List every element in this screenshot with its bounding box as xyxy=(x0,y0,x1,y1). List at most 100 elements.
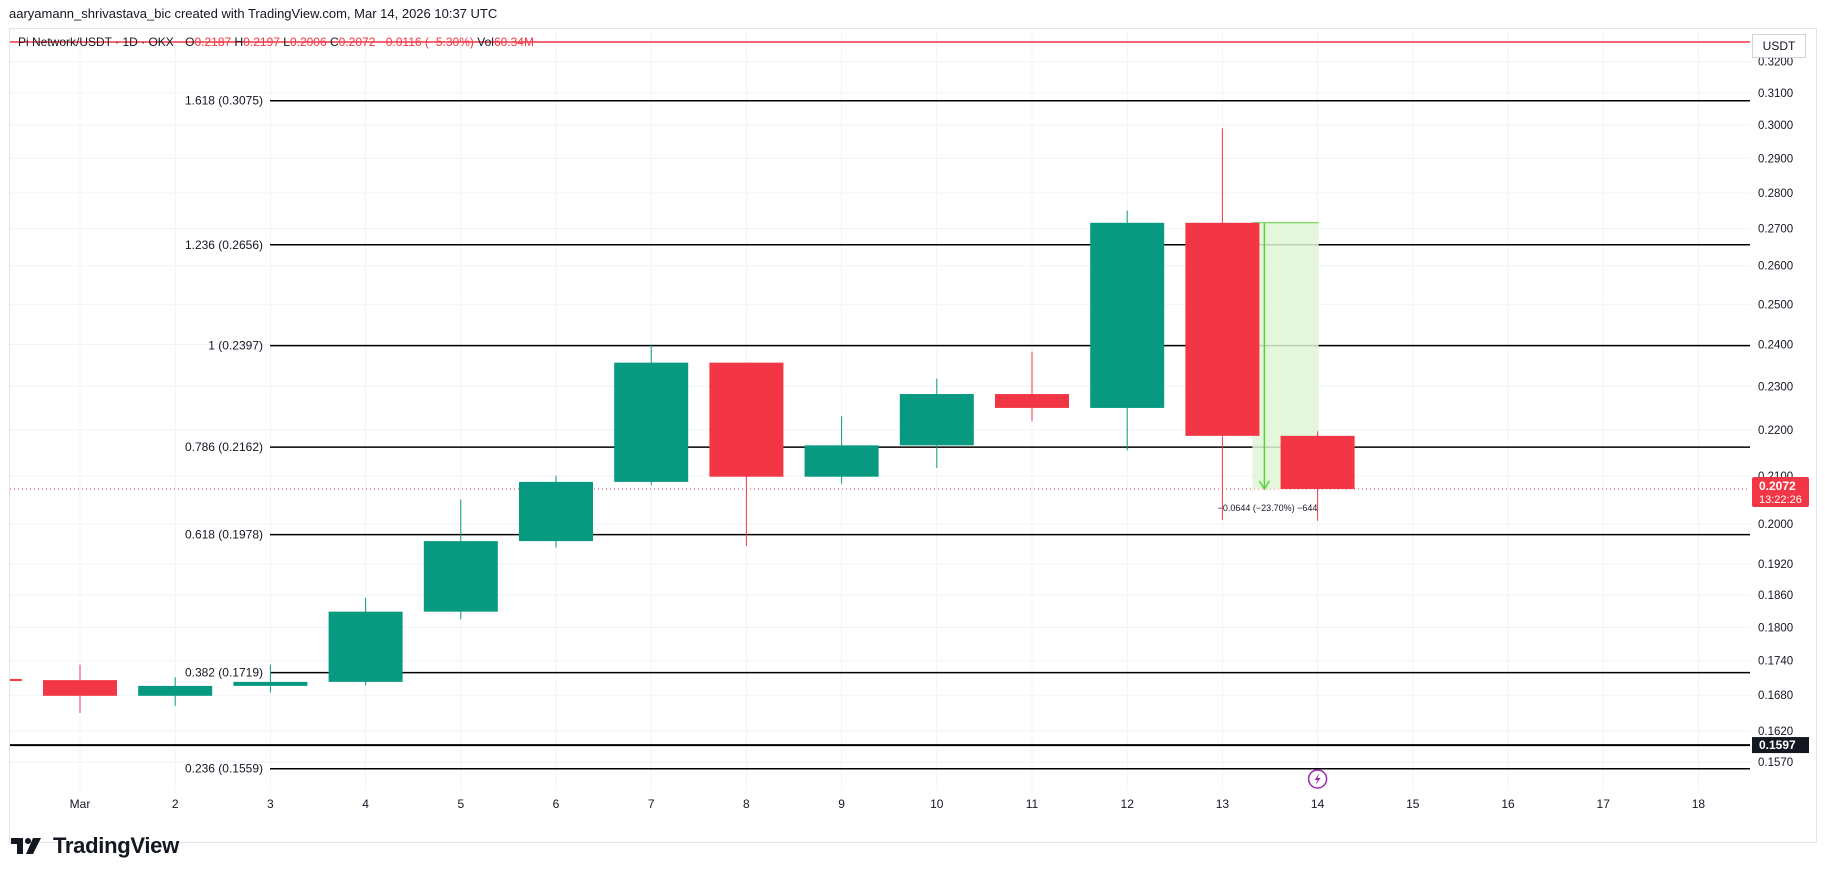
candle-body xyxy=(709,362,784,477)
candle-body xyxy=(423,541,498,612)
candle-body xyxy=(995,394,1069,408)
price-axis-tick: 0.1920 xyxy=(1758,559,1793,571)
marked-level-badge xyxy=(1752,737,1809,754)
measure-label: −0.0644 (−23.70%) −644 xyxy=(1218,503,1318,513)
legend-open-label: O xyxy=(185,35,195,49)
price-axis-tick: 0.2000 xyxy=(1758,519,1793,531)
time-axis-tick: 14 xyxy=(1311,797,1325,811)
time-axis-tick: 2 xyxy=(172,797,179,811)
candle-body xyxy=(138,685,213,696)
tradingview-logo-icon xyxy=(11,838,41,854)
ohlc-legend: Pi Network/USDT · 1D · OKX O0.2187 H0.21… xyxy=(18,35,534,49)
candle xyxy=(10,678,22,681)
candle-body xyxy=(1185,222,1260,436)
time-axis[interactable]: Mar 2 3 4 5 6 7 8 9 10 11 12 13 14 15 16 17 18 xyxy=(70,797,1706,811)
time-axis-tick: 17 xyxy=(1597,797,1611,811)
fib-level-label: 0.618 (0.1978) xyxy=(185,528,263,542)
candle-body xyxy=(233,681,308,686)
time-axis-tick: 5 xyxy=(457,797,464,811)
legend-low-label: L xyxy=(283,35,290,49)
candle xyxy=(423,499,498,620)
bar-countdown-label: 13:22:26 xyxy=(1759,494,1802,506)
candle-body xyxy=(1280,435,1355,489)
fib-level-label: 0.382 (0.1719) xyxy=(185,666,263,680)
time-axis-tick: 11 xyxy=(1026,797,1039,811)
time-axis-tick: 16 xyxy=(1501,797,1515,811)
candle-body xyxy=(328,611,403,682)
time-axis-tick: 13 xyxy=(1216,797,1230,811)
price-axis-tick: 0.2500 xyxy=(1758,299,1793,311)
candle-body xyxy=(614,362,689,482)
price-axis-tick: 0.1800 xyxy=(1758,622,1793,634)
price-axis-tick: 0.2200 xyxy=(1758,425,1793,437)
legend-close-value: 0.2072 xyxy=(338,35,376,49)
marked-level-label: 0.1597 xyxy=(1759,738,1796,752)
markers xyxy=(1307,769,1328,789)
candle-body xyxy=(899,394,974,446)
price-axis-tick: 0.3000 xyxy=(1758,120,1793,132)
candle xyxy=(1185,128,1260,520)
candle xyxy=(1280,431,1355,521)
legend-high-label: H xyxy=(234,35,244,49)
time-axis-tick: 6 xyxy=(553,797,560,811)
candle xyxy=(804,416,879,484)
candle xyxy=(1090,210,1165,451)
time-axis-tick: 9 xyxy=(838,797,845,811)
time-axis-tick: 12 xyxy=(1121,797,1135,811)
fib-level-label: 1.236 (0.2656) xyxy=(185,238,263,252)
legend-close-label: C xyxy=(330,35,339,49)
tradingview-logo-text: TradingView xyxy=(53,833,179,858)
last-price-label: 0.2072 xyxy=(1759,479,1796,493)
fibonacci-extension[interactable]: 1.618 (0.3075) 1.236 (0.2656) 1 (0.2397) 0.… xyxy=(10,41,1750,776)
chart-credit-header: aaryamann_shrivastava_bic created with T… xyxy=(9,6,498,21)
candle xyxy=(995,351,1069,422)
lightning-glyph xyxy=(1314,773,1321,785)
fib-level-label: 1.618 (0.3075) xyxy=(185,94,263,108)
candle-body xyxy=(1090,222,1165,408)
legend-low-value: 0.2006 xyxy=(289,35,327,49)
price-axis-tick: 0.2800 xyxy=(1758,188,1793,200)
candles xyxy=(10,128,1355,713)
fib-level-label: 0.786 (0.2162) xyxy=(185,440,263,454)
price-axis-tick: 0.2900 xyxy=(1758,153,1793,165)
candle xyxy=(233,664,308,693)
candle-body xyxy=(10,678,22,681)
candle xyxy=(43,664,117,713)
candle xyxy=(328,597,403,686)
price-axis-tick: 0.1740 xyxy=(1758,656,1793,668)
price-axis-tick: 0.3100 xyxy=(1758,88,1793,100)
price-axis-tick: 0.2600 xyxy=(1758,261,1793,273)
tradingview-logo[interactable]: TradingView xyxy=(11,833,179,859)
time-axis-tick: 15 xyxy=(1406,797,1420,811)
candle xyxy=(519,475,593,548)
price-axis-tick: 0.2400 xyxy=(1758,339,1793,351)
price-axis-tick: 0.1570 xyxy=(1758,757,1793,769)
candle xyxy=(138,677,213,706)
fib-level-label: 0.236 (0.1559) xyxy=(185,762,263,776)
time-axis-tick: 10 xyxy=(930,797,944,811)
legend-change-value: −0.0116 (−5.30%) xyxy=(378,35,474,49)
last-price-badge xyxy=(1752,476,1809,507)
time-axis-tick: 7 xyxy=(648,797,655,811)
currency-unit-button[interactable]: USDT xyxy=(1752,34,1806,58)
candle xyxy=(709,362,784,547)
price-axis-tick: 0.3200 xyxy=(1758,57,1793,69)
candle-body xyxy=(43,680,117,696)
time-axis-tick: 8 xyxy=(743,797,750,811)
grid xyxy=(10,30,1750,790)
price-axis-tick: 0.2700 xyxy=(1758,224,1793,236)
legend-symbol: Pi Network/USDT · 1D · OKX xyxy=(18,35,174,49)
measure-arrow-head xyxy=(1258,480,1271,491)
legend-volume-value: 60.34M xyxy=(493,35,534,49)
price-axis-tick: 0.1860 xyxy=(1758,590,1793,602)
fib-level-label: 1 (0.2397) xyxy=(208,339,263,353)
candle xyxy=(899,378,974,468)
time-axis-tick: 18 xyxy=(1692,797,1706,811)
price-axis-tick: 0.1680 xyxy=(1758,690,1793,702)
time-axis-tick: Mar xyxy=(70,797,91,811)
legend-volume-label: Vol xyxy=(477,35,494,49)
price-axis[interactable]: 0.3200 0.3100 0.3000 0.2900 0.2800 0.2700 0.26… xyxy=(1752,57,1809,769)
legend-high-value: 0.2197 xyxy=(243,35,280,49)
candle xyxy=(614,344,689,486)
